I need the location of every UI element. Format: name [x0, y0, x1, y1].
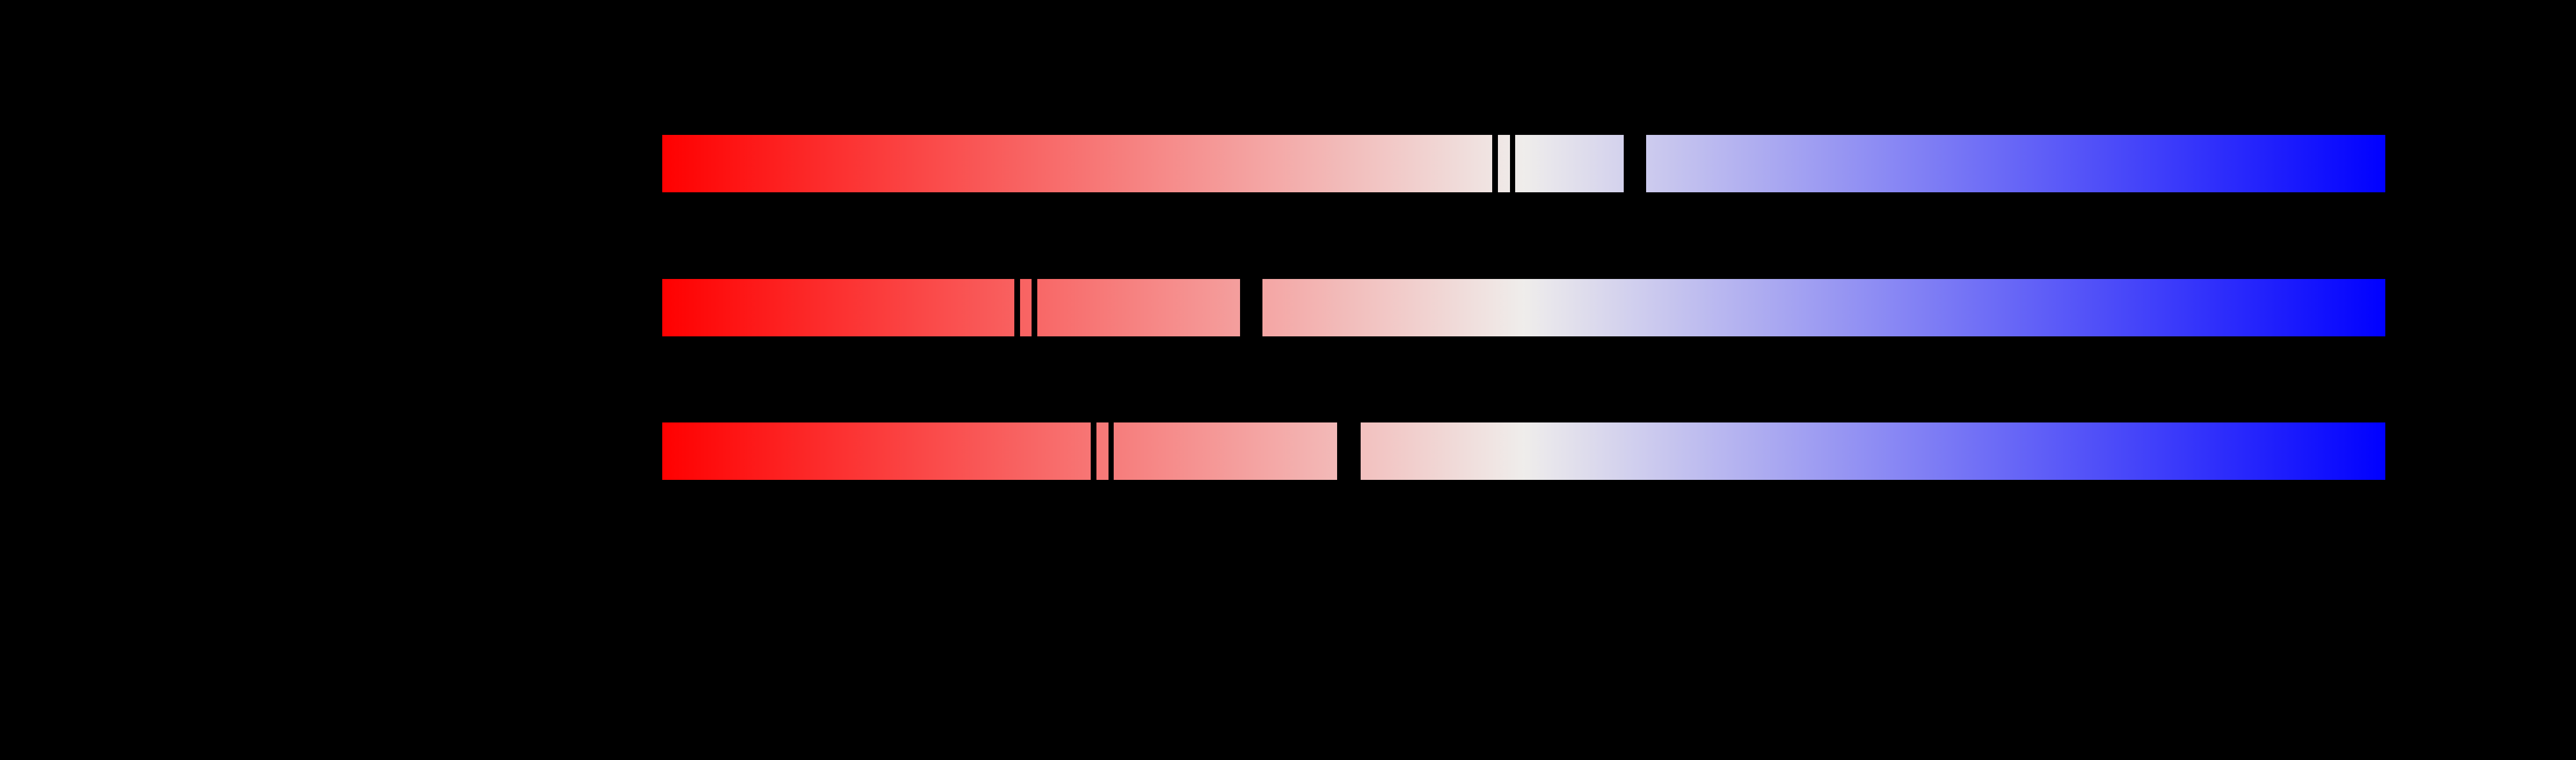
wide-breakpoint-marker: [1624, 134, 1646, 193]
thin-breakpoint-marker: [1014, 278, 1020, 337]
thin-breakpoint-marker: [1032, 278, 1037, 337]
thin-breakpoint-marker: [1091, 422, 1096, 480]
thin-breakpoint-marker: [1492, 134, 1498, 193]
thin-breakpoint-marker: [1510, 134, 1515, 193]
wide-breakpoint-marker: [1337, 422, 1361, 480]
gradient-bar-row-2: [662, 278, 2385, 337]
gradient-bar-row-3: [662, 422, 2385, 480]
thin-breakpoint-marker: [1109, 422, 1114, 480]
wide-breakpoint-marker: [1240, 278, 1262, 337]
gradient-bar-row-1: [662, 134, 2385, 193]
